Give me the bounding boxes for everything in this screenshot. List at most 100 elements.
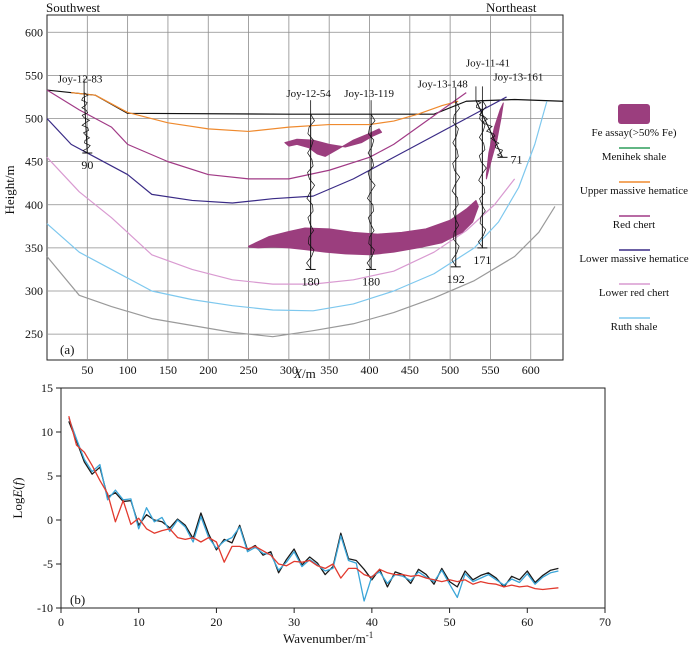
legend-label: Red chert xyxy=(613,219,655,231)
drillhole-name: Joy-13-161 xyxy=(493,71,543,83)
x-axis-unit: /m xyxy=(302,366,316,381)
panel-a-legend: Fe assay(>50% Fe) Menihek shale Upper mass… xyxy=(579,104,689,333)
y-tick-label: 550 xyxy=(25,68,43,82)
layer-lower-massive-hematice xyxy=(46,96,507,204)
legend-swatch-fe-assay xyxy=(618,104,650,124)
y-axis-paren-open: ( xyxy=(10,485,25,489)
x-tick-label: 600 xyxy=(522,363,540,377)
panel-a-layers xyxy=(46,89,564,338)
panel-a-drillholes: Joy-12-83 90 Joy-12-54 180 Joy-13-119 180 Joy-… xyxy=(58,57,544,288)
panel-a-y-axis-label: Height/m xyxy=(2,165,17,214)
ore-body xyxy=(284,128,383,157)
panel-b-frame xyxy=(60,387,606,609)
y-tick-label: 500 xyxy=(25,112,43,126)
panel-b-ticks: 0 10 20 30 40 50 60 70 -10 -5 0 5 10 15 xyxy=(37,381,611,629)
x-axis-text: Wavenumber/m xyxy=(283,631,366,646)
panel-b-y-axis-label: LogE(f) xyxy=(10,477,25,518)
y-axis-log: Log xyxy=(10,497,25,518)
y-tick-label: 300 xyxy=(25,284,43,298)
panel-b-spectrum: 0 10 20 30 40 50 60 70 -10 -5 0 5 10 15 (b) Wavenumbe… xyxy=(10,381,611,646)
layer-lower-contact xyxy=(46,206,556,338)
layer-ruth-shale xyxy=(46,101,548,312)
corner-label-northeast: Northeast xyxy=(486,0,537,15)
x-tick-label: 150 xyxy=(159,363,177,377)
y-tick-label: 15 xyxy=(41,381,53,395)
panel-a-grid xyxy=(47,15,563,360)
legend-label: Menihek shale xyxy=(602,151,667,163)
drillhole-log xyxy=(451,101,461,268)
panel-a-x-axis-label: X/m xyxy=(293,366,316,381)
corner-label-southwest: Southwest xyxy=(46,0,101,15)
panel-a-frame xyxy=(46,14,564,361)
x-tick-label: 40 xyxy=(366,615,378,629)
x-tick-label: 250 xyxy=(240,363,258,377)
legend-label: Upper massive hematice xyxy=(580,185,688,197)
drillhole-name: Joy-11-41 xyxy=(466,57,510,69)
layer-upper-massive-hematice xyxy=(71,92,459,133)
y-axis-e: E xyxy=(10,490,25,499)
x-tick-label: 100 xyxy=(119,363,137,377)
x-tick-label: 450 xyxy=(401,363,419,377)
y-tick-label: 0 xyxy=(47,513,53,527)
x-tick-label: 500 xyxy=(441,363,459,377)
y-tick-label: 450 xyxy=(25,155,43,169)
x-tick-label: 50 xyxy=(81,363,93,377)
x-tick-label: 60 xyxy=(521,615,533,629)
y-axis-f: f xyxy=(10,479,25,485)
legend-label: Fe assay(>50% Fe) xyxy=(591,127,676,139)
layer-lower-red-chert xyxy=(46,156,516,285)
y-tick-label: 250 xyxy=(25,327,43,341)
drillhole-depth: 180 xyxy=(302,274,320,288)
drillhole-log xyxy=(306,114,316,270)
drillhole-name: Joy-12-83 xyxy=(58,74,103,86)
x-tick-label: 20 xyxy=(210,615,222,629)
drillhole-depth: 71 xyxy=(511,152,523,166)
drillhole-log xyxy=(366,114,376,270)
x-axis-var: X xyxy=(293,366,303,381)
legend-label: Lower massive hematice xyxy=(579,253,688,265)
x-tick-label: 10 xyxy=(133,615,145,629)
y-tick-label: 400 xyxy=(25,198,43,212)
drillhole-name: Joy-12-54 xyxy=(286,88,331,100)
y-tick-label: 10 xyxy=(41,425,53,439)
layer-red-chert xyxy=(46,89,467,180)
x-tick-label: 550 xyxy=(481,363,499,377)
panel-b-x-axis-label: Wavenumber/m-1 xyxy=(283,630,373,646)
drillhole-depth: 90 xyxy=(81,158,93,172)
x-tick-label: 200 xyxy=(199,363,217,377)
x-axis-superscript: -1 xyxy=(366,630,374,640)
drillhole-depth: 171 xyxy=(473,253,491,267)
x-tick-label: 300 xyxy=(280,363,298,377)
panel-a-section: Joy-12-83 90 Joy-12-54 180 Joy-13-119 180 Joy-… xyxy=(2,0,689,381)
drillhole-name: Joy-13-148 xyxy=(418,78,469,90)
y-axis-paren-close: ) xyxy=(10,477,25,481)
y-tick-label: 600 xyxy=(25,25,43,39)
series-observed xyxy=(68,421,559,588)
panel-b-label: (b) xyxy=(70,592,85,607)
drillhole-depth: 192 xyxy=(447,272,465,286)
drillhole-log xyxy=(81,92,91,154)
series-predicted xyxy=(68,417,559,602)
x-tick-label: 400 xyxy=(361,363,379,377)
y-tick-label: -10 xyxy=(37,601,53,615)
y-tick-label: 350 xyxy=(25,241,43,255)
legend-label: Ruth shale xyxy=(611,321,658,333)
panel-b-series xyxy=(68,416,559,602)
panel-a-y-ticks: 250 300 350 400 450 500 550 600 xyxy=(25,25,43,341)
x-tick-label: 50 xyxy=(444,615,456,629)
x-tick-label: 70 xyxy=(599,615,611,629)
panel-a-label: (a) xyxy=(60,342,74,357)
y-tick-label: -5 xyxy=(43,557,53,571)
panel-a-x-ticks: 50 100 150 200 250 300 350 400 450 500 550 600 xyxy=(81,363,539,377)
y-tick-label: 5 xyxy=(47,469,53,483)
x-tick-label: 350 xyxy=(320,363,338,377)
drillhole-name: Joy-13-119 xyxy=(344,88,394,100)
legend-label: Lower red chert xyxy=(599,287,669,299)
x-tick-label: 0 xyxy=(58,615,64,629)
x-tick-label: 30 xyxy=(288,615,300,629)
series-residual xyxy=(68,416,559,591)
ore-body xyxy=(248,199,479,256)
drillhole-depth: 180 xyxy=(362,274,380,288)
drillhole-log xyxy=(477,100,487,249)
